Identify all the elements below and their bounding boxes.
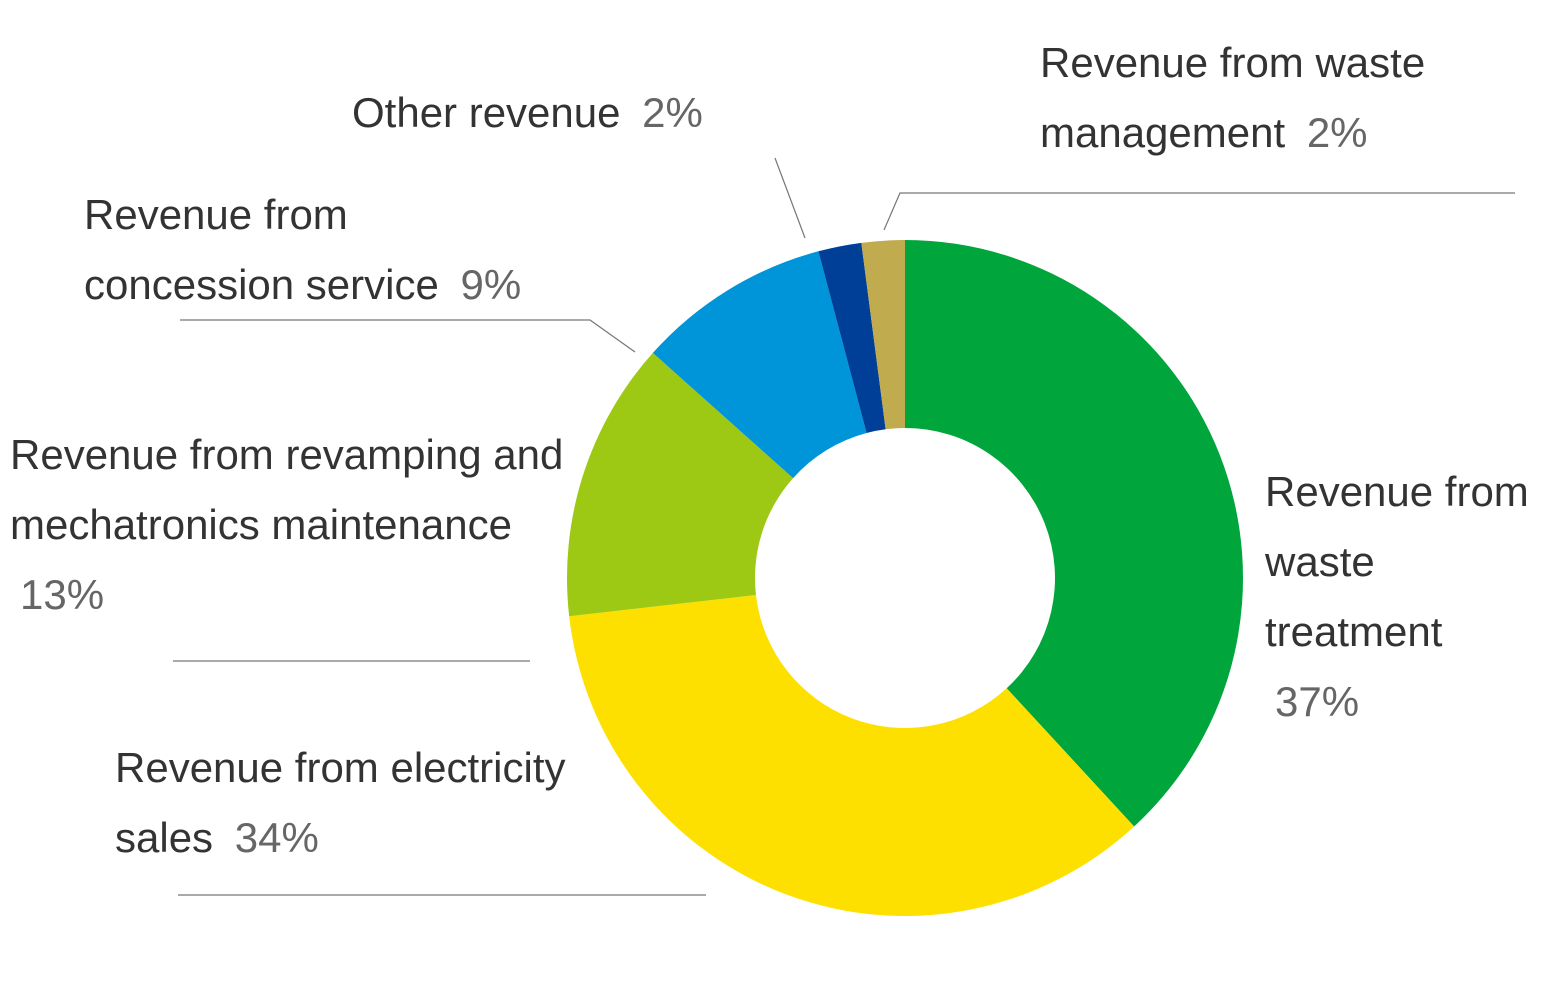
category-name: Revenue from waste treatment [1265,468,1529,655]
slice-label: Revenue from waste treatment 37% [1265,457,1535,737]
value-label: 13% [20,571,105,618]
slice-label: Revenue from electricity sales 34% [115,733,595,873]
slice-label: Revenue from revamping and mechatronics … [10,420,590,630]
donut-slice [652,251,867,479]
category-name: Revenue from revamping and mechatronics … [10,431,564,548]
value-label: 2% [642,89,703,136]
value-label: 34% [234,814,319,861]
value-label: 37% [1275,678,1360,725]
leader-line [180,319,636,353]
slice-label: Revenue from waste management 2% [1040,28,1520,168]
category-name: Revenue from waste management [1040,39,1426,156]
donut-slice [566,352,794,617]
category-name: Revenue from electricity sales [115,744,566,861]
value-label: 2% [1306,109,1368,156]
slice-label: Revenue from concession service 9% [84,180,524,320]
value-label: 9% [460,261,522,308]
donut-slice [569,594,1135,917]
category-name: Other revenue [352,89,621,136]
donut-slice [905,240,1243,827]
donut-slice [818,242,886,434]
slice-label: Other revenue 2% [352,78,852,148]
donut-slice [861,240,905,430]
category-name: Revenue from concession service [84,191,439,308]
leader-line [774,157,806,239]
leader-line [883,192,1515,231]
